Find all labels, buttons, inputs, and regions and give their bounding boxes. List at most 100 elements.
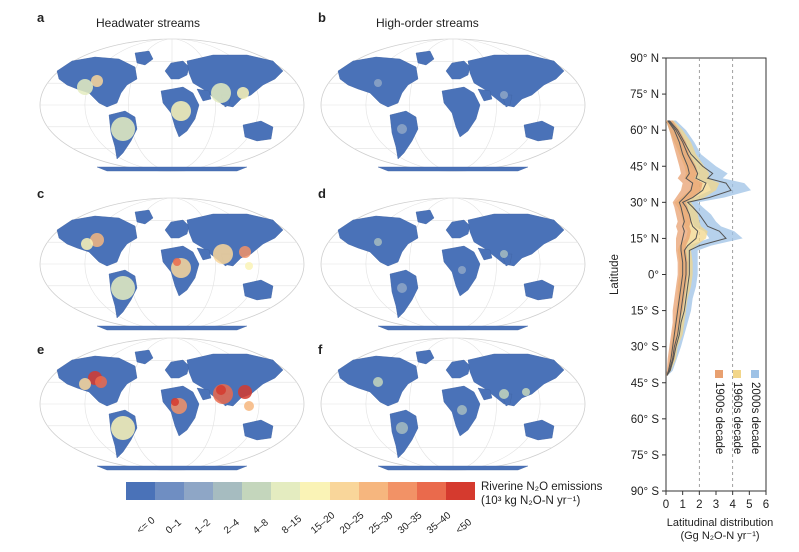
legend-title-line1: Riverine N₂O emissions	[481, 481, 603, 493]
continent-af	[441, 86, 481, 138]
legend-swatch	[300, 482, 330, 500]
y-tick-label: 45° N	[630, 161, 659, 173]
x-tick-label: 1	[679, 499, 685, 511]
continent-as	[467, 213, 565, 267]
continent-ar	[477, 88, 493, 102]
map-f-highorder-2000s	[320, 337, 586, 471]
series-legend-label: 1960s decade	[731, 382, 743, 454]
series-legend-swatch	[751, 370, 759, 378]
continent-gr	[134, 349, 154, 365]
emission-hotspot	[111, 276, 135, 300]
continent-eu	[445, 359, 471, 379]
x-tick-label: 4	[729, 499, 736, 511]
continent-eu	[445, 60, 471, 80]
emission-hotspot	[216, 385, 226, 395]
legend-swatch	[358, 482, 388, 500]
legend-tick-label: 4–8	[250, 517, 271, 537]
continent-ant	[377, 325, 529, 331]
legend-swatch	[155, 482, 185, 500]
emission-hotspot	[213, 244, 233, 264]
uncertainty-band-2	[666, 120, 751, 376]
color-legend	[126, 482, 475, 500]
legend-tick-label: 0–1	[163, 517, 184, 537]
continent-au	[523, 279, 555, 301]
series-legend-label: 1900s decade	[713, 382, 725, 454]
series-legend-swatch	[733, 370, 741, 378]
emission-hotspot	[238, 385, 252, 399]
legend-title: Riverine N₂O emissions (10³ kg N₂O-N yr⁻…	[481, 480, 602, 508]
y-tick-label: 90° S	[631, 486, 660, 498]
y-tick-label: 15° N	[630, 233, 659, 245]
emission-hotspot	[77, 79, 93, 95]
legend-swatch	[184, 482, 214, 500]
continent-au	[242, 120, 274, 142]
panel-letter-a: a	[37, 10, 45, 25]
continent-as	[467, 353, 565, 407]
chart-x-axis-label-line1: Latitudinal distribution	[666, 517, 774, 529]
continent-ar	[477, 247, 493, 261]
y-tick-label: 0°	[648, 270, 659, 282]
panel-letter-e: e	[37, 342, 45, 357]
x-tick-label: 0	[663, 499, 669, 511]
continent-sa	[389, 269, 419, 319]
continent-sa	[389, 409, 419, 459]
x-tick-label: 6	[763, 499, 769, 511]
legend-swatch	[242, 482, 272, 500]
emission-hotspot	[111, 117, 135, 141]
y-tick-label: 60° N	[630, 125, 659, 137]
series-legend-swatch	[715, 370, 723, 378]
emission-hotspot	[95, 376, 107, 388]
continent-eu	[164, 219, 190, 239]
continent-ant	[96, 465, 248, 471]
y-tick-label: 15° S	[631, 306, 660, 318]
legend-swatch	[271, 482, 301, 500]
map-e-headwater-2000s	[39, 337, 305, 471]
emission-hotspot	[211, 83, 231, 103]
y-tick-label: 30° N	[630, 197, 659, 209]
continent-au	[242, 419, 274, 441]
continent-au	[523, 419, 555, 441]
continent-as	[467, 54, 565, 108]
continent-gr	[415, 50, 435, 66]
continent-ant	[377, 465, 529, 471]
emission-hotspot	[500, 91, 508, 99]
emission-hotspot	[171, 101, 191, 121]
legend-tick-label: 1–2	[192, 517, 213, 537]
legend-tick-label: 35–40	[425, 510, 454, 537]
emission-hotspot	[91, 75, 103, 87]
y-axis-label: Latitude	[609, 254, 621, 295]
emission-hotspot	[239, 246, 251, 258]
y-tick-label: 75° N	[630, 89, 659, 101]
legend-swatch	[126, 482, 156, 500]
panel-letter-f: f	[318, 342, 323, 357]
emission-hotspot	[245, 262, 253, 270]
y-tick-label: 45° S	[631, 378, 660, 390]
series-legend-label: 2000s decade	[749, 382, 761, 454]
y-tick-label: 30° S	[631, 342, 660, 354]
continent-au	[523, 120, 555, 142]
panel-letter-d: d	[318, 186, 326, 201]
y-tick-label: 90° N	[630, 53, 659, 65]
panel-letter-c: c	[37, 186, 45, 201]
continent-eu	[445, 219, 471, 239]
map-a-headwater-1900s	[39, 38, 305, 172]
legend-swatch	[387, 482, 417, 500]
map-b-highorder-1900s	[320, 38, 586, 172]
emission-hotspot	[397, 283, 407, 293]
series-line-1	[666, 120, 707, 376]
continent-gr	[134, 50, 154, 66]
legend-tick-label: 8–15	[279, 513, 305, 537]
emission-hotspot	[499, 389, 509, 399]
emission-hotspot	[244, 401, 254, 411]
continent-ant	[96, 166, 248, 172]
continent-gr	[134, 209, 154, 225]
legend-tick-label: 25–30	[367, 510, 396, 537]
emission-hotspot	[81, 238, 93, 250]
legend-tick-label: 15–20	[309, 510, 338, 537]
chart-x-axis-label: Latitudinal distribution (Gg N₂O-N yr⁻¹)	[650, 517, 790, 543]
emission-hotspot	[457, 405, 467, 415]
emission-hotspot	[111, 416, 135, 440]
continent-sa	[389, 110, 419, 160]
emission-hotspot	[171, 398, 179, 406]
continent-au	[242, 279, 274, 301]
